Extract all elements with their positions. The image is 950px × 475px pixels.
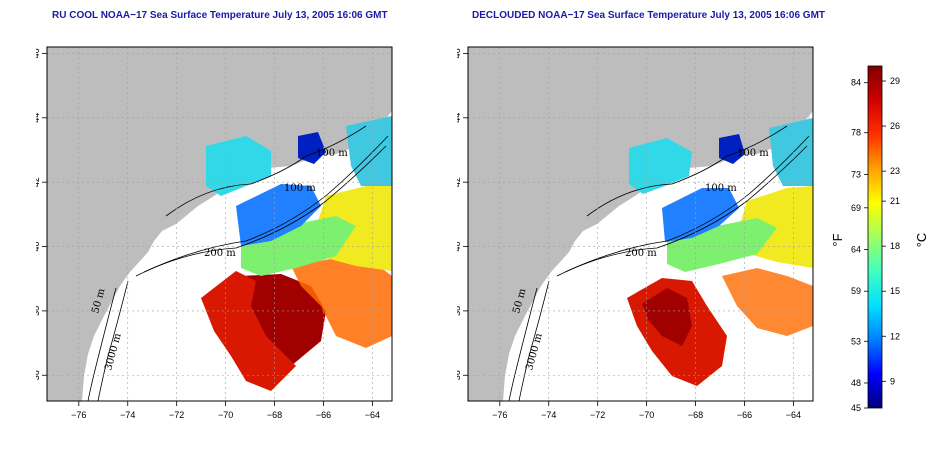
- fahrenheit-tick-label: 69: [851, 203, 861, 213]
- fahrenheit-tick-label: 64: [851, 245, 861, 255]
- y-tick-label: 44: [457, 113, 462, 123]
- map-frame: [467, 46, 814, 402]
- contour-100m: [165, 125, 367, 217]
- x-tick-label: −64: [365, 410, 380, 420]
- left-panel-title: RU COOL NOAA−17 Sea Surface Temperature …: [52, 10, 388, 21]
- contour-label-100m-north: 100 m: [316, 148, 348, 159]
- right-sst-map-panel: 200 m 100 m 100 m 50 m 3000 m −76 −74 −72−…: [457, 36, 817, 436]
- contour-label-100m: 100 m: [284, 183, 316, 194]
- celsius-tick-label: 23: [890, 166, 900, 176]
- contour-3000m: [97, 280, 129, 401]
- sst-patch-orange: [291, 258, 392, 348]
- x-tick-label: −72: [169, 410, 184, 420]
- right-panel-title: DECLOUDED NOAA−17 Sea Surface Temperatur…: [472, 10, 826, 21]
- contour-200m: [135, 145, 387, 277]
- x-tick-label: −76: [71, 410, 86, 420]
- y-tick-label: 46: [36, 48, 41, 58]
- y-tick-label: 40: [457, 242, 462, 252]
- contour-50m: [508, 287, 538, 401]
- y-tick-label: 44: [36, 113, 41, 123]
- land-mass: [468, 47, 813, 401]
- y-tick-label: 42: [457, 177, 462, 187]
- y-tick-label: 38: [457, 306, 462, 316]
- fahrenheit-tick-label: 59: [851, 286, 861, 296]
- contour-label-100m: 100 m: [705, 183, 737, 194]
- contour-200m: [556, 145, 808, 277]
- sst-patch-warm-core: [642, 288, 692, 346]
- contour-200m-b: [564, 135, 810, 273]
- celsius-axis-label: °C: [914, 233, 929, 248]
- y-tick-label: 46: [457, 48, 462, 58]
- celsius-tick-label: 9: [890, 376, 895, 386]
- land-nova-scotia: [336, 61, 392, 126]
- fahrenheit-tick-label: 78: [851, 128, 861, 138]
- temperature-colorbar: 84 78 73 69 64 59 53 48 45 29 26 23 21 18 15 12 9 °F °C: [828, 60, 938, 420]
- x-tick-label: −68: [688, 410, 703, 420]
- celsius-tick-label: 21: [890, 196, 900, 206]
- contour-label-200m: 200 m: [204, 248, 236, 259]
- sst-patch-red: [201, 271, 296, 391]
- sst-patch-green: [241, 216, 356, 276]
- colorbar-svg: 84 78 73 69 64 59 53 48 45 29 26 23 21 18 15 12 9 °F °C: [830, 65, 929, 413]
- sst-patch-cyan: [629, 138, 692, 194]
- x-tick-label: −72: [590, 410, 605, 420]
- celsius-tick-label: 12: [890, 331, 900, 341]
- x-tick-label: −74: [541, 410, 556, 420]
- map-grid: [468, 47, 813, 401]
- fahrenheit-tick-label: 84: [851, 78, 861, 88]
- y-tick-label: 36: [36, 370, 41, 380]
- sst-patch-blue: [236, 184, 321, 246]
- colorbar-ticks: 84 78 73 69 64 59 53 48 45 29 26 23 21 18 15 12 9: [851, 76, 900, 413]
- contour-100m: [586, 125, 788, 217]
- celsius-tick-label: 15: [890, 286, 900, 296]
- y-tick-label: 42: [36, 177, 41, 187]
- contour-label-200m: 200 m: [625, 248, 657, 259]
- land-nova-scotia: [757, 61, 813, 126]
- sst-patch-orange: [722, 268, 813, 336]
- x-tick-label: −68: [267, 410, 282, 420]
- colorbar-scale: [867, 65, 883, 409]
- celsius-tick-label: 29: [890, 76, 900, 86]
- axis-ticks: −76 −74 −72 −70 −68 −66 −64 36 38 40 42 44 46: [457, 48, 801, 420]
- sst-patch-cyan: [206, 136, 271, 196]
- x-tick-label: −70: [218, 410, 233, 420]
- right-sst-map: 200 m 100 m 100 m 50 m 3000 m −76 −74 −72−…: [457, 46, 814, 420]
- y-tick-label: 38: [36, 306, 41, 316]
- fahrenheit-tick-label: 73: [851, 169, 861, 179]
- x-tick-label: −66: [737, 410, 752, 420]
- map-grid: [47, 47, 392, 401]
- x-tick-label: −70: [639, 410, 654, 420]
- sst-patch-navy: [719, 134, 745, 164]
- sst-patch-green: [667, 218, 777, 272]
- fahrenheit-tick-label: 45: [851, 403, 861, 413]
- celsius-tick-label: 26: [890, 121, 900, 131]
- sst-patch-east-cyan: [769, 118, 813, 186]
- sst-patch-east-cyan: [346, 116, 392, 186]
- x-tick-label: −76: [492, 410, 507, 420]
- map-frame: [46, 46, 393, 402]
- fahrenheit-tick-label: 53: [851, 336, 861, 346]
- contour-50m: [87, 287, 117, 401]
- fahrenheit-tick-label: 48: [851, 378, 861, 388]
- contour-3000m: [518, 280, 550, 401]
- x-tick-label: −64: [786, 410, 801, 420]
- contour-200m-b: [143, 135, 389, 273]
- y-tick-label: 36: [457, 370, 462, 380]
- fahrenheit-axis-label: °F: [830, 233, 845, 246]
- x-tick-label: −66: [316, 410, 331, 420]
- left-sst-map: 200 m 100 m 100 m 50 m 3000 m −76 −74 −72−…: [36, 46, 393, 420]
- axis-ticks: −76 −74 −72 −70 −68 −66 −64 36 38 40 42 44 46: [36, 48, 380, 420]
- sst-patch-blue: [662, 188, 739, 242]
- y-tick-label: 40: [36, 242, 41, 252]
- contour-label-100m-north: 100 m: [737, 148, 769, 159]
- sst-patch-navy: [298, 132, 326, 164]
- x-tick-label: −74: [120, 410, 135, 420]
- left-sst-map-panel: 200 m 100 m 100 m 50 m 3000 m −76 −74 −72−…: [36, 36, 396, 436]
- celsius-tick-label: 18: [890, 241, 900, 251]
